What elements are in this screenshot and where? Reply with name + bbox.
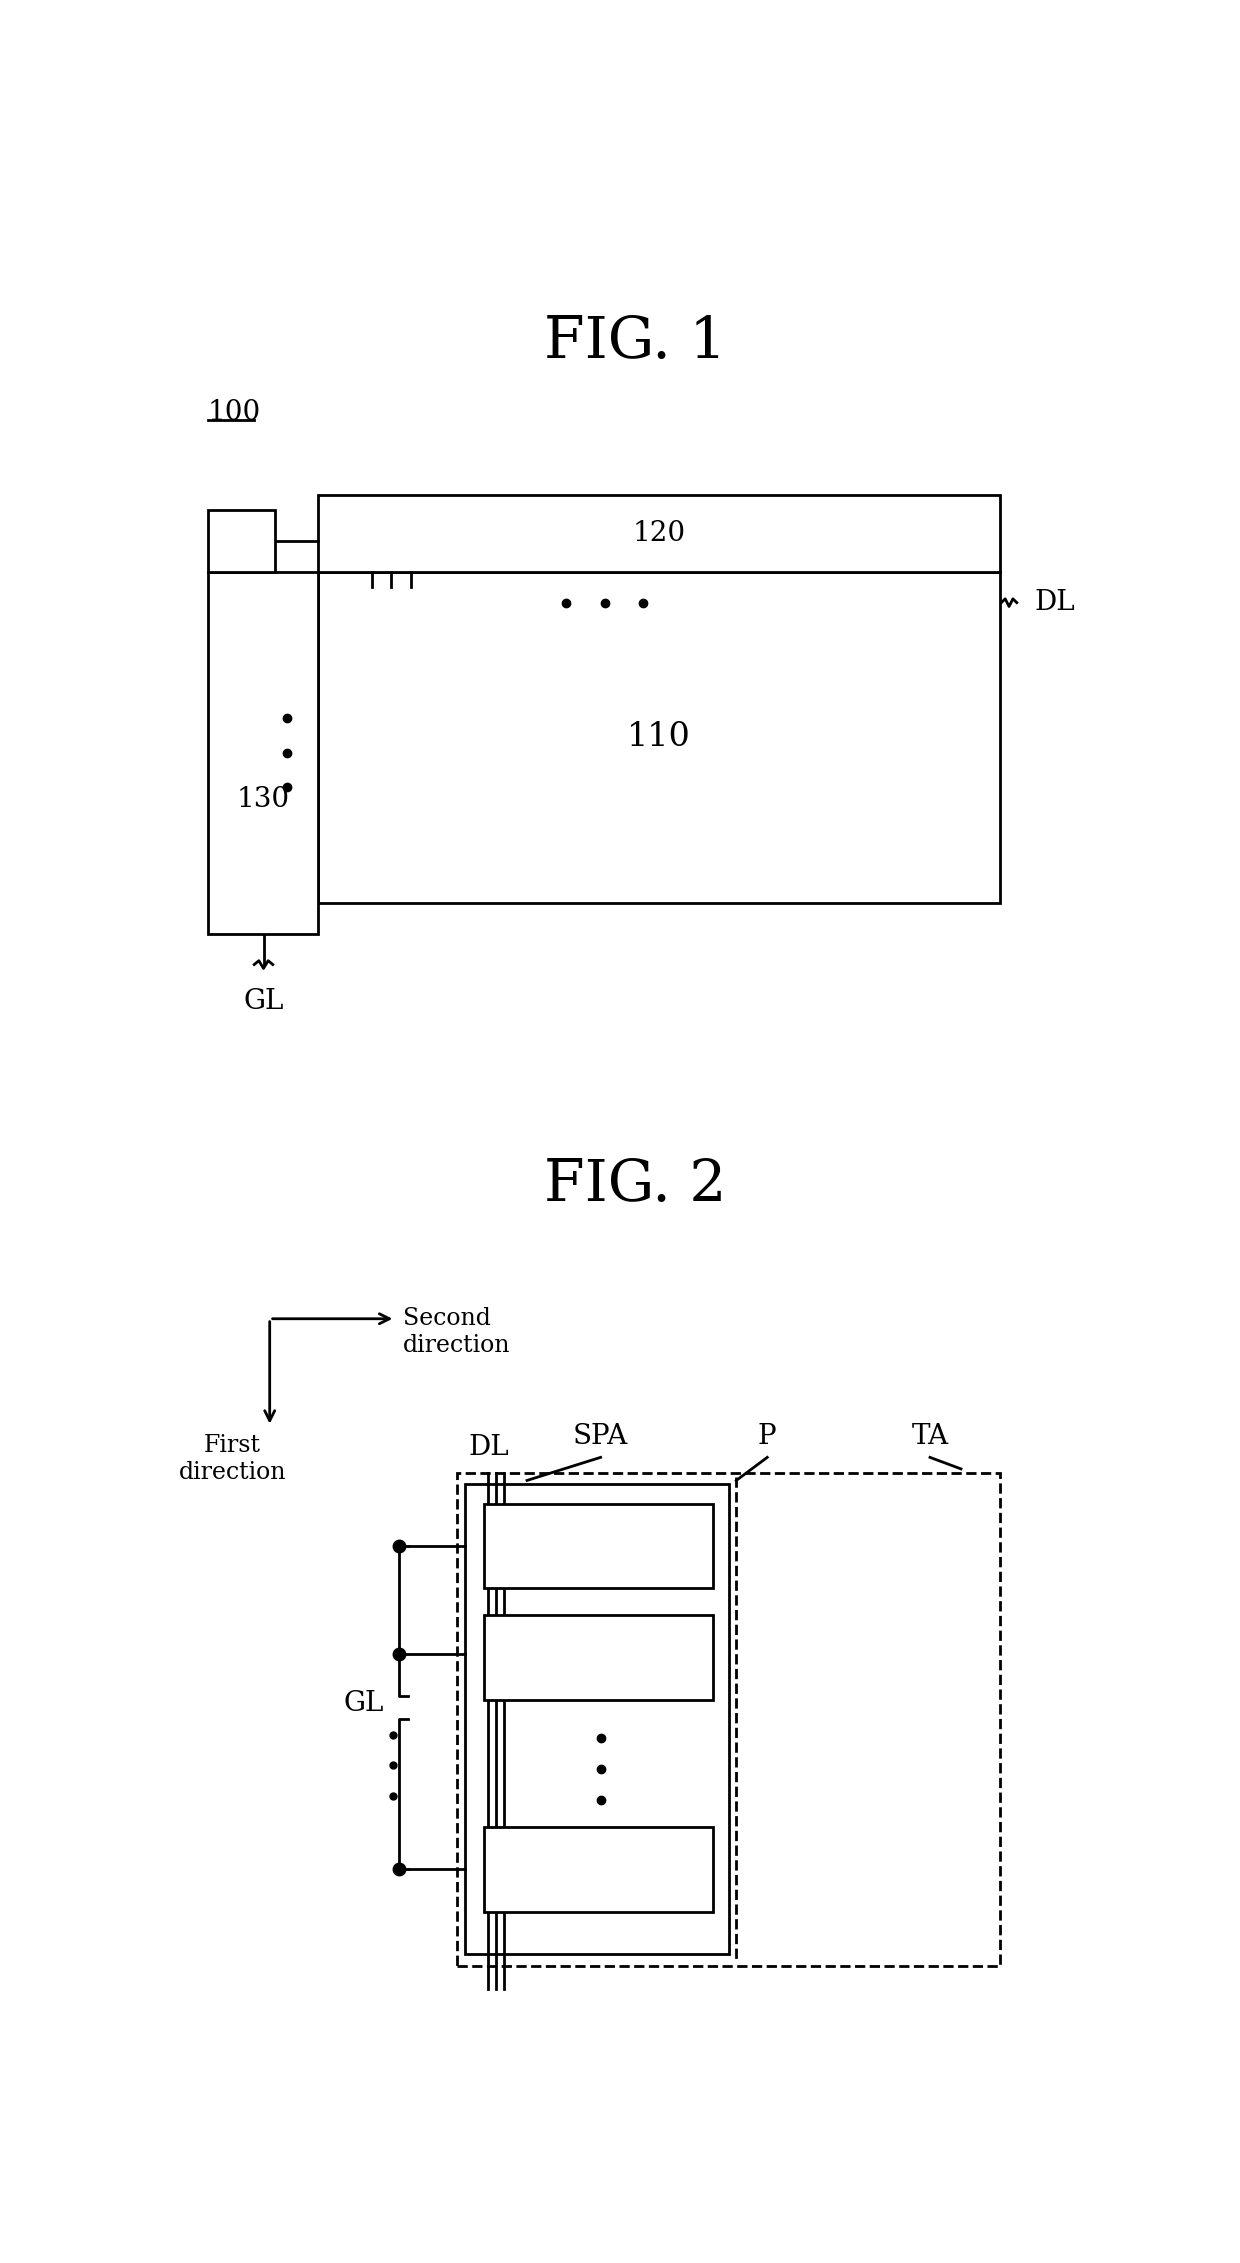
Bar [317, 573, 999, 903]
Text: TA: TA [911, 1423, 949, 1451]
Bar [207, 573, 317, 935]
Bar [465, 1485, 729, 1953]
Bar [485, 1616, 713, 1700]
Text: FIG. 2: FIG. 2 [544, 1156, 727, 1213]
Text: FIG. 1: FIG. 1 [544, 315, 727, 369]
Text: DL: DL [1034, 588, 1075, 616]
Text: First
direction: First direction [179, 1435, 286, 1485]
Bar [207, 509, 275, 573]
Bar [458, 1473, 999, 1967]
Text: SP-1: SP-1 [567, 1532, 630, 1559]
Text: SP-2: SP-2 [567, 1643, 630, 1670]
Text: DL: DL [467, 1435, 508, 1462]
Text: 100: 100 [207, 398, 260, 425]
Text: SPA: SPA [573, 1423, 629, 1451]
Bar [485, 1826, 713, 1912]
Text: SP-K: SP-K [565, 1856, 632, 1883]
Text: 140: 140 [218, 530, 265, 552]
Bar [485, 1503, 713, 1589]
Text: Second
direction: Second direction [403, 1308, 511, 1358]
Text: 110: 110 [626, 722, 691, 754]
Text: GL: GL [343, 1690, 383, 1718]
Text: GL: GL [243, 987, 284, 1014]
Text: 120: 120 [632, 520, 686, 548]
Text: 130: 130 [236, 785, 289, 812]
Bar [317, 496, 999, 573]
Text: P: P [758, 1423, 776, 1451]
